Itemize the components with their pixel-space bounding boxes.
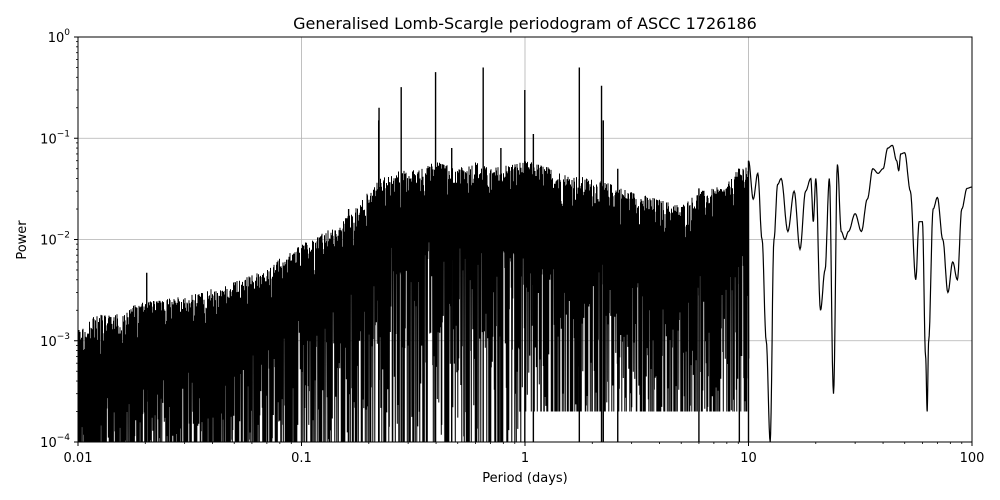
chart-title: Generalised Lomb-Scargle periodogram of …: [293, 14, 757, 33]
periodogram-line-long-period: [747, 144, 972, 442]
x-tick-label: 0.01: [64, 451, 93, 466]
periodogram-line-dense: [78, 160, 750, 442]
y-axis-label: Power: [15, 220, 30, 260]
x-tick-label: 100: [960, 451, 985, 466]
plot-area: [78, 67, 972, 442]
x-tick-label: 0.1: [291, 451, 312, 466]
x-axis-label: Period (days): [482, 471, 568, 486]
x-tick-label: 10: [740, 451, 757, 466]
x-tick-label: 1: [521, 451, 529, 466]
